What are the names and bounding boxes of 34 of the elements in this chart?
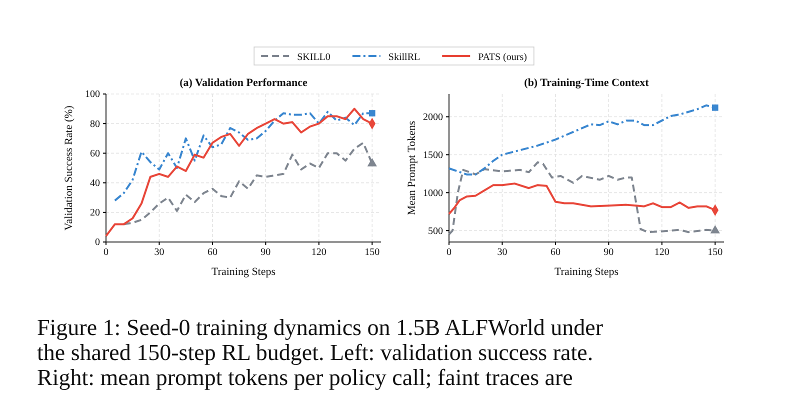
text: Right: mean prompt tokens per policy call; faint traces are [37,365,573,390]
y-tick-label: 40 [90,178,100,189]
x-tick-label: 0 [446,247,452,258]
x-tick-label: 30 [154,247,164,258]
x-tick-label: 150 [364,247,380,258]
y-tick-label: 500 [428,226,443,237]
x-tick-label: 60 [207,247,218,258]
y-tick-label: 0 [95,237,100,248]
chart-title: (a) Validation Performance [180,77,308,89]
x-tick-label: 90 [260,247,271,258]
y-tick-label: 100 [85,89,100,100]
y-tick-label: 1000 [423,188,443,199]
x-axis-title: Training Steps [211,266,276,278]
x-tick-label: 0 [104,247,108,258]
legend-label: SKILL0 [297,52,330,63]
y-axis-title: Validation Success Rate (%) [63,105,75,230]
legend-label: SkillRL [388,52,420,63]
y-tick-label: 20 [90,208,100,219]
y-tick-label: 60 [90,148,100,160]
x-tick-label: 120 [311,247,326,258]
x-tick-label: 120 [654,247,670,258]
x-tick-label: 150 [708,247,723,258]
y-tick-label: 2000 [423,112,443,123]
caption: Figure 1: Seed-0 training dynamics on 1.5B ALFWorld under [37,315,604,340]
legend-label: PATS (ours) [478,52,527,63]
x-tick-label: 60 [550,247,560,258]
x-axis-title: Training Steps [554,266,619,278]
text: the shared 150-step RL budget. Left: validation success rate. [37,340,594,365]
y-tick-label: 1500 [423,150,443,161]
x-tick-label: 90 [604,247,614,258]
y-axis-title: Mean Prompt Tokens [406,120,418,216]
chart-title: (b) Training-Time Context [524,77,650,89]
y-tick-label: 80 [90,118,100,130]
x-tick-label: 30 [497,247,508,258]
